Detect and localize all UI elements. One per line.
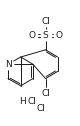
Text: O: O	[28, 31, 36, 40]
Text: O: O	[56, 31, 63, 40]
Text: H: H	[19, 97, 26, 105]
Text: Cl: Cl	[27, 97, 36, 105]
Text: N: N	[5, 60, 11, 69]
Text: Cl: Cl	[37, 104, 46, 113]
Text: S: S	[43, 31, 48, 40]
Text: Cl: Cl	[41, 88, 50, 98]
Text: Cl: Cl	[41, 17, 50, 25]
